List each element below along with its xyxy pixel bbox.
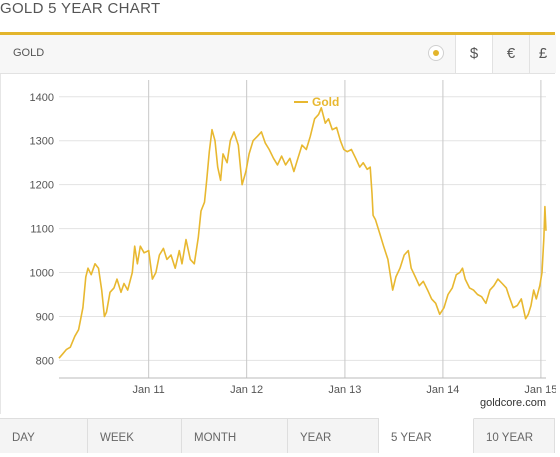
currency-gbp-button[interactable]: £ bbox=[529, 35, 556, 73]
chart-toolbar: GOLD $ € £ bbox=[0, 35, 556, 74]
radio-outer bbox=[428, 45, 444, 61]
metal-radio[interactable] bbox=[421, 35, 454, 73]
y-tick-label-1: 900 bbox=[36, 311, 54, 323]
series-line-gold bbox=[58, 106, 547, 359]
tab-year[interactable]: YEAR bbox=[288, 418, 379, 453]
y-tick-label-4: 1200 bbox=[30, 180, 54, 192]
x-tick-label-0: Jan 11 bbox=[133, 384, 165, 396]
metal-label: GOLD bbox=[13, 47, 45, 59]
y-tick-label-5: 1300 bbox=[30, 136, 54, 148]
y-tick-label-2: 1000 bbox=[30, 268, 54, 280]
page-title: GOLD 5 YEAR CHART bbox=[0, 0, 161, 17]
y-axis-ticks: 800 900 1000 1100 1200 1300 1400 bbox=[30, 92, 54, 368]
currency-eur-button[interactable]: € bbox=[492, 35, 529, 73]
tab-5-year[interactable]: 5 YEAR bbox=[379, 418, 474, 453]
x-tick-label-4: Jan 15 bbox=[524, 384, 556, 396]
source-credit: goldcore.com bbox=[479, 397, 546, 409]
tab-month[interactable]: MONTH bbox=[182, 418, 288, 453]
y-tick-label-6: 1400 bbox=[30, 92, 54, 104]
x-tick-label-3: Jan 14 bbox=[426, 384, 459, 396]
chart-legend[interactable]: Gold bbox=[294, 95, 339, 109]
range-tabs: DAY WEEK MONTH YEAR 5 YEAR 10 YEAR bbox=[0, 418, 555, 453]
x-axis-ticks: Jan 11 Jan 12 Jan 13 Jan 14 Jan 15 bbox=[133, 384, 556, 396]
x-tick-label-2: Jan 13 bbox=[328, 384, 361, 396]
series-layer bbox=[58, 106, 547, 359]
currency-usd-button[interactable]: $ bbox=[455, 35, 492, 73]
chart-grid bbox=[59, 80, 546, 378]
x-tick-label-1: Jan 12 bbox=[230, 384, 263, 396]
y-tick-label-0: 800 bbox=[36, 355, 54, 367]
radio-selected-dot bbox=[433, 50, 439, 56]
tab-10-year[interactable]: 10 YEAR bbox=[474, 418, 555, 453]
y-tick-label-3: 1100 bbox=[30, 224, 54, 236]
tab-day[interactable]: DAY bbox=[0, 418, 88, 453]
tab-week[interactable]: WEEK bbox=[88, 418, 182, 453]
chart-panel: 800 900 1000 1100 1200 1300 1400 Jan 11 Jan 12 J… bbox=[0, 74, 556, 414]
title-underline bbox=[0, 32, 555, 35]
legend-label-gold: Gold bbox=[312, 95, 339, 109]
